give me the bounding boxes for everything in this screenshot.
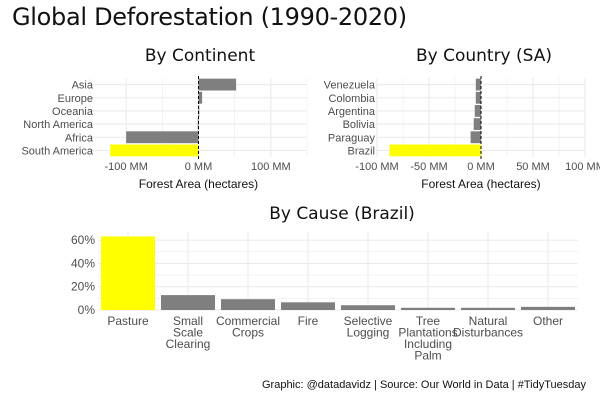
x-tick-label: 100 MM bbox=[565, 161, 600, 173]
y-tick-label-paraguay: Paraguay bbox=[328, 132, 376, 144]
y-tick-label: 40% bbox=[71, 256, 95, 270]
bar-africa bbox=[126, 131, 199, 144]
bar-oceania bbox=[198, 104, 200, 117]
x-tick-label-fire: Fire bbox=[298, 314, 319, 328]
x-tick-label-line: Fire bbox=[298, 314, 319, 328]
x-tick-label-line: Palm bbox=[414, 349, 441, 363]
main-title: Global Deforestation (1990-2020) bbox=[12, 3, 407, 31]
x-tick-label-line: Selective bbox=[344, 314, 393, 328]
bar-north-america bbox=[197, 118, 199, 131]
y-tick-label-asia: Asia bbox=[72, 80, 94, 92]
bar-fire bbox=[281, 302, 335, 310]
x-tick-label: 100 MM bbox=[251, 161, 291, 173]
y-tick-label: 0% bbox=[78, 303, 96, 317]
bar-small-scale-clearing bbox=[161, 295, 215, 310]
x-tick-label-small-scale-clearing: Small Scale Clearing bbox=[166, 314, 211, 351]
bar-south-america bbox=[110, 144, 199, 157]
x-tick-label-line: Scale bbox=[173, 326, 203, 340]
y-tick-label-north-america: North America bbox=[23, 119, 94, 131]
x-tick-label-tree-plantations-including-palm: Tree Plantations Including Palm bbox=[398, 314, 457, 363]
bar-europe bbox=[198, 91, 203, 104]
bar-argentina bbox=[474, 104, 481, 117]
bar-tree-plantations-including-palm bbox=[401, 307, 455, 310]
y-tick-label-brazil: Brazil bbox=[347, 145, 375, 157]
country-chart-title: By Country (SA) bbox=[415, 46, 553, 66]
y-tick-label-bolivia: Bolivia bbox=[343, 119, 376, 131]
x-tick-label-commercial-crops: Commercial Crops bbox=[216, 314, 280, 340]
bar-brazil bbox=[389, 144, 481, 157]
x-tick-label-line: Small bbox=[173, 314, 203, 328]
y-tick-label-colombia: Colombia bbox=[329, 93, 376, 105]
x-axis-title: Forest Area (hectares) bbox=[139, 177, 258, 191]
bar-asia bbox=[198, 78, 237, 91]
x-tick-label-line: Commercial bbox=[216, 314, 280, 328]
x-tick-label-line: Plantations bbox=[398, 326, 457, 340]
x-tick-label: 0 MM bbox=[467, 161, 495, 173]
x-tick-label: -100 MM bbox=[355, 161, 398, 173]
x-tick-label-line: Pasture bbox=[107, 314, 149, 328]
bar-paraguay bbox=[470, 131, 481, 144]
x-tick-label-line: Tree bbox=[416, 314, 441, 328]
x-tick-label: 0 MM bbox=[185, 161, 213, 173]
y-tick-label-venezuela: Venezuela bbox=[324, 80, 376, 92]
x-tick-label-line: Disturbances bbox=[453, 326, 523, 340]
cause-chart-title: By Cause (Brazil) bbox=[269, 204, 415, 224]
bar-other bbox=[521, 306, 575, 310]
continent-chart-title: By Continent bbox=[144, 46, 256, 66]
y-tick-label-oceania: Oceania bbox=[52, 106, 94, 118]
bar-natural-disturbances bbox=[461, 307, 515, 310]
bar-selective-logging bbox=[341, 305, 395, 310]
x-tick-label: -100 MM bbox=[104, 161, 147, 173]
x-tick-label-line: Including bbox=[404, 337, 452, 351]
bar-colombia bbox=[475, 91, 481, 104]
x-tick-label-selective-logging: Selective Logging bbox=[344, 314, 393, 340]
y-tick-label: 20% bbox=[71, 280, 95, 294]
x-tick-label-other: Other bbox=[533, 314, 563, 328]
y-tick-label-africa: Africa bbox=[65, 132, 94, 144]
y-tick-label-argentina: Argentina bbox=[328, 106, 376, 118]
y-tick-label-europe: Europe bbox=[58, 93, 93, 105]
x-tick-label-natural-disturbances: Natural Disturbances bbox=[453, 314, 523, 340]
x-axis-title: Forest Area (hectares) bbox=[421, 177, 540, 191]
x-tick-label-line: Other bbox=[533, 314, 563, 328]
y-tick-label: 60% bbox=[71, 233, 95, 247]
bar-pasture bbox=[101, 236, 155, 310]
source-caption: Graphic: @datadavidz | Source: Our World… bbox=[261, 379, 586, 391]
x-tick-label: -50 MM bbox=[410, 161, 447, 173]
x-tick-label-line: Clearing bbox=[166, 337, 211, 351]
x-tick-label-line: Logging bbox=[347, 326, 390, 340]
y-tick-label-south-america: South America bbox=[21, 145, 93, 157]
x-tick-label: 50 MM bbox=[516, 161, 550, 173]
x-tick-label-line: Crops bbox=[232, 326, 264, 340]
bar-commercial-crops bbox=[221, 299, 275, 310]
bar-venezuela bbox=[475, 78, 481, 91]
x-tick-label-line: Natural bbox=[469, 314, 508, 328]
x-tick-label-pasture: Pasture bbox=[107, 314, 149, 328]
bar-bolivia bbox=[473, 118, 481, 131]
